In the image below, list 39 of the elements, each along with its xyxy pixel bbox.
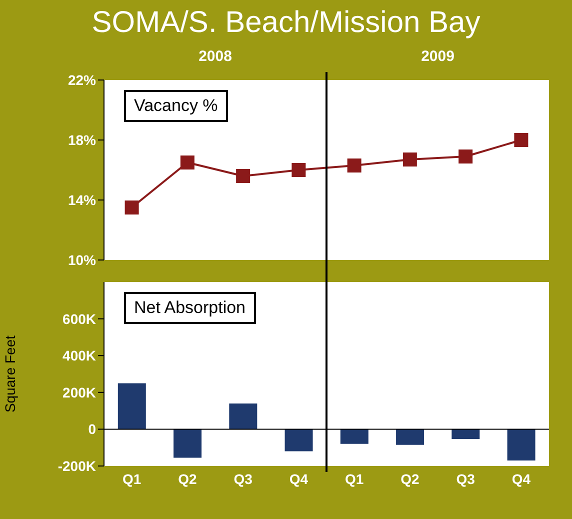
point [347, 158, 362, 172]
bar [452, 429, 480, 439]
bar [229, 403, 258, 430]
bar [284, 429, 313, 452]
point [180, 156, 194, 170]
y-tick-label: 600K [62, 310, 96, 327]
point [402, 152, 417, 166]
text: Net Absorption [124, 292, 256, 324]
chart-title: SOMA/S. Beach/Mission Bay [90, 6, 482, 40]
x-tick-label: Q2 [178, 470, 197, 487]
y-tick-label: 400K [62, 348, 96, 364]
point [124, 200, 139, 214]
y-axis-title: Vacancy % [124, 90, 228, 122]
x-tick-label: Q4 [512, 470, 531, 487]
x-tick-label: Q3 [456, 470, 476, 487]
bar [174, 429, 202, 458]
y-axis-title: Square Feet [2, 335, 18, 413]
text: 2009 [420, 48, 456, 65]
x-tick-label: Q1 [122, 470, 142, 487]
point [514, 133, 528, 147]
y-tick-label: 0 [88, 421, 96, 438]
x-tick-label: Q3 [234, 470, 253, 487]
bar [340, 429, 368, 444]
bar [396, 429, 424, 445]
x-tick-label: Q1 [344, 470, 364, 487]
y-tick-label: 18% [68, 132, 97, 148]
bar [118, 383, 146, 430]
x-tick-label: Q4 [289, 470, 308, 487]
y-tick-label: 22% [68, 72, 97, 88]
y-tick-label: 10% [68, 252, 97, 268]
bar [507, 429, 536, 460]
point [236, 169, 250, 183]
y-tick-label: 14% [68, 192, 97, 208]
y-tick-label: -200K [58, 458, 96, 474]
y-tick-label: 200K [62, 384, 96, 400]
point [292, 163, 306, 177]
point [458, 150, 473, 164]
x-tick-label: Q2 [400, 470, 420, 487]
text: 2008 [198, 48, 233, 65]
